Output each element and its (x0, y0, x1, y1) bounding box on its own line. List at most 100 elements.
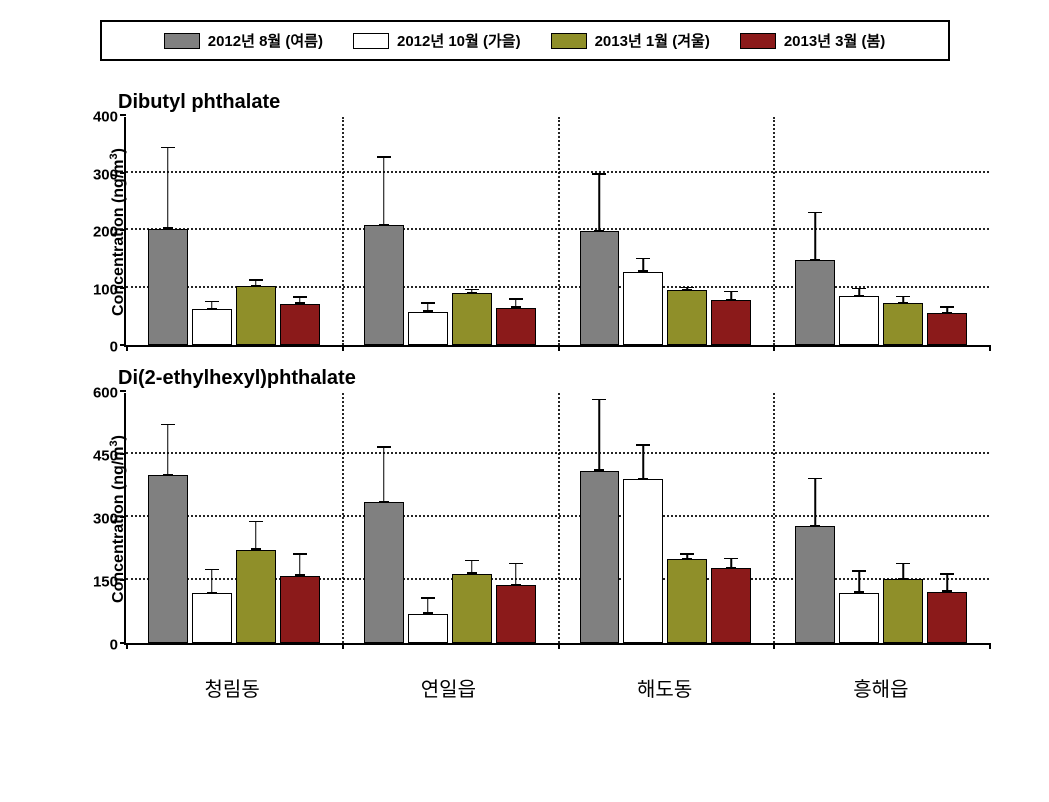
bars-container (126, 117, 989, 345)
error-cap-base (594, 230, 604, 232)
charts-container: Dibutyl phthalateConcentration (ng/m3)01… (20, 91, 1029, 702)
error-cap-base (810, 259, 820, 261)
bar (839, 296, 879, 345)
bar-wrap (364, 225, 404, 345)
error-cap (592, 173, 606, 175)
error-bar (167, 148, 169, 229)
bar-wrap (711, 300, 751, 345)
x-axis-label: 흥해읍 (773, 673, 989, 702)
y-tick-label: 450 (93, 448, 118, 465)
error-bar (814, 213, 816, 260)
error-bar (383, 448, 385, 503)
bar-wrap (839, 593, 879, 643)
error-cap-base (251, 285, 261, 287)
chart-area: Concentration (ng/m3)0100200300400 (80, 117, 1029, 347)
error-cap-base (163, 474, 173, 476)
y-tick-label: 300 (93, 511, 118, 528)
error-cap-base (511, 584, 521, 586)
bar-wrap (408, 312, 448, 345)
legend-item: 2012년 8월 (여름) (164, 30, 323, 51)
bar-wrap (280, 304, 320, 345)
error-cap-base (423, 310, 433, 312)
error-bar (946, 575, 948, 592)
bar (667, 290, 707, 345)
bar-wrap (580, 471, 620, 643)
bar-group (558, 117, 774, 345)
error-bar (599, 400, 601, 471)
bar (580, 231, 620, 345)
bar (795, 526, 835, 643)
error-cap-base (423, 612, 433, 614)
bar (927, 592, 967, 643)
error-cap-base (379, 224, 389, 226)
error-bar (858, 572, 860, 593)
error-cap (161, 147, 175, 149)
legend-swatch (740, 33, 776, 49)
bar-wrap (667, 559, 707, 643)
error-cap-base (726, 299, 736, 301)
error-bar (211, 570, 213, 593)
y-tick-label: 0 (110, 339, 118, 356)
bar (408, 312, 448, 345)
error-bar (167, 425, 169, 475)
error-cap (421, 597, 435, 599)
bar (883, 579, 923, 643)
bar (236, 550, 276, 643)
error-bar (299, 555, 301, 576)
bar (452, 293, 492, 345)
error-cap (724, 558, 738, 560)
chart-title: Dibutyl phthalate (118, 91, 1029, 114)
error-bar (515, 564, 517, 585)
error-cap (940, 573, 954, 575)
bar-wrap (883, 579, 923, 643)
plot-area (124, 117, 989, 347)
error-cap (205, 301, 219, 303)
y-tick-label: 200 (93, 224, 118, 241)
legend: 2012년 8월 (여름)2012년 10월 (가을)2013년 1월 (겨울)… (100, 20, 950, 61)
error-cap (421, 302, 435, 304)
error-cap (940, 306, 954, 308)
legend-swatch (353, 33, 389, 49)
error-cap-base (251, 548, 261, 550)
chart-section: Dibutyl phthalateConcentration (ng/m3)01… (80, 91, 1029, 347)
error-cap-base (511, 306, 521, 308)
x-axis-labels: 청림동연일읍해도동흥해읍 (124, 673, 989, 702)
error-cap-base (726, 567, 736, 569)
error-cap-base (682, 558, 692, 560)
error-cap (377, 446, 391, 448)
error-cap (724, 291, 738, 293)
bar (496, 585, 536, 643)
error-cap (465, 289, 479, 291)
y-tick-label: 100 (93, 281, 118, 298)
bar-wrap (795, 260, 835, 345)
bar-wrap (192, 309, 232, 345)
bar-wrap (795, 526, 835, 643)
bar-wrap (711, 568, 751, 643)
bar-wrap (496, 585, 536, 643)
error-cap-base (638, 478, 648, 480)
bar (280, 304, 320, 345)
bar (364, 225, 404, 345)
error-cap (852, 570, 866, 572)
error-cap (680, 553, 694, 555)
bar-wrap (496, 308, 536, 345)
error-bar (255, 522, 257, 549)
plot-area (124, 393, 989, 645)
error-cap (896, 563, 910, 565)
bar-wrap (236, 550, 276, 643)
bar-group (342, 117, 558, 345)
legend-item: 2013년 3월 (봄) (740, 30, 885, 51)
bar-group (773, 393, 989, 643)
error-cap (636, 258, 650, 260)
chart-area: Concentration (ng/m3)0150300450600 (80, 393, 1029, 645)
y-ticks: 0100200300400 (80, 117, 124, 347)
error-cap (293, 553, 307, 555)
y-tick-label: 400 (93, 109, 118, 126)
error-cap-base (467, 292, 477, 294)
bar-group (558, 393, 774, 643)
bar-wrap (280, 576, 320, 643)
error-cap-base (682, 289, 692, 291)
error-cap-base (163, 227, 173, 229)
bar-wrap (623, 272, 663, 345)
error-cap-base (594, 469, 604, 471)
